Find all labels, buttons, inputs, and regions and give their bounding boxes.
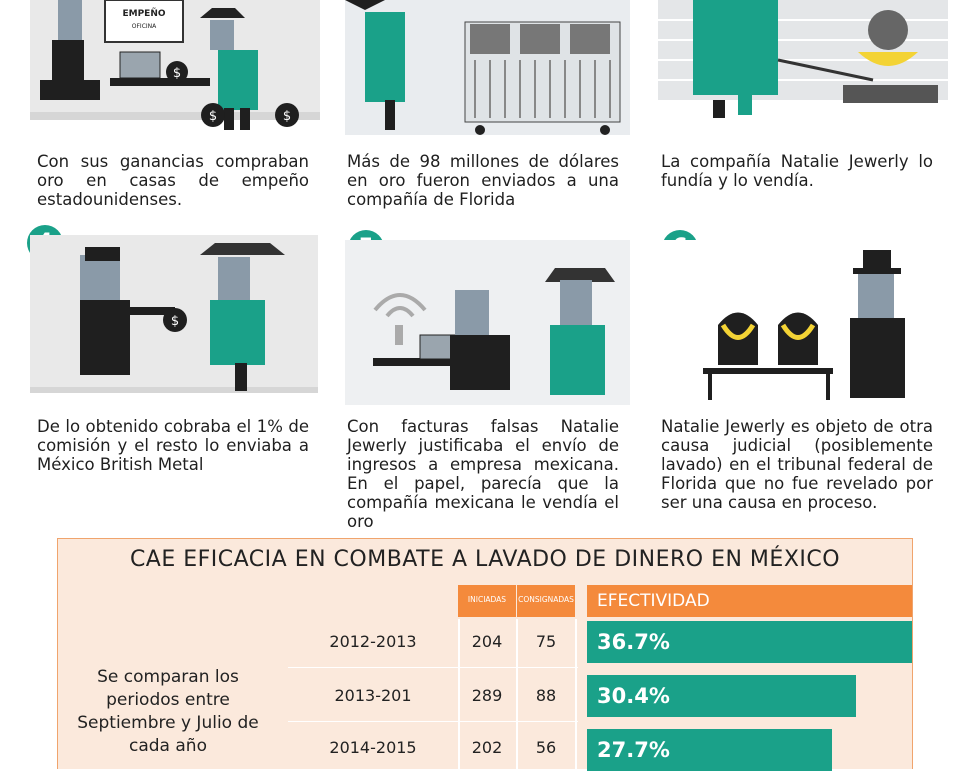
svg-text:$: $ [173,66,181,81]
efectividad-bar: 27.7% [587,729,832,771]
header-iniciadas: INICIADAS [458,585,516,617]
col-separator [516,619,518,779]
row-iniciadas: 204 [471,632,503,651]
row-consignadas: 56 [535,738,557,757]
row-period: 2013-201 [334,686,412,705]
step-3-caption: La compañía Natalie Jewerly lo fundía y … [661,152,933,190]
step-1-illustration: EMPEÑO OFICINA $ $ $ [30,0,320,145]
row-consignadas: 88 [535,686,557,705]
row-iniciadas: 202 [471,738,503,757]
table-title: CAE EFICACIA EN COMBATE A LAVADO DE DINE… [129,547,841,572]
col-separator [575,619,577,779]
sign-text-2: OFICINA [132,23,157,30]
step-2-illustration [345,0,630,140]
header-consignadas: CONSIGNADAS [517,585,575,617]
step-6-caption: Natalie Jewerly es objeto de otra causa … [661,417,933,512]
step-6-illustration [658,240,948,410]
header-efectividad: EFECTIVIDAD [587,585,912,617]
efectividad-bar: 30.4% [587,675,856,717]
row-separator [288,721,578,722]
row-period: 2014-2015 [329,738,417,757]
step-3-illustration [658,0,948,120]
row-separator [288,667,578,668]
step-5-illustration [345,240,630,410]
efficacy-table: CAE EFICACIA EN COMBATE A LAVADO DE DINE… [57,538,913,779]
sign-text-1: EMPEÑO [122,8,165,19]
row-period: 2012-2013 [329,632,417,651]
svg-text:$: $ [283,109,291,124]
row-consignadas: 75 [535,632,557,651]
col-separator [458,619,460,779]
step-2-caption: Más de 98 millones de dólares en oro fue… [347,152,619,209]
svg-text:$: $ [209,109,217,124]
row-iniciadas: 289 [471,686,503,705]
efectividad-bar: 36.7% [587,621,912,663]
table-side-note: Se comparan los periodos entre Septiembr… [77,667,259,756]
step-1-caption: Con sus ganancias compraban oro en casas… [37,152,309,209]
step-4-caption: De lo obtenido cobraba el 1% de comisión… [37,417,309,474]
svg-text:$: $ [171,314,179,329]
step-5-caption: Con facturas falsas Natalie Jewerly just… [347,417,619,531]
step-4-illustration: $ [30,235,318,395]
